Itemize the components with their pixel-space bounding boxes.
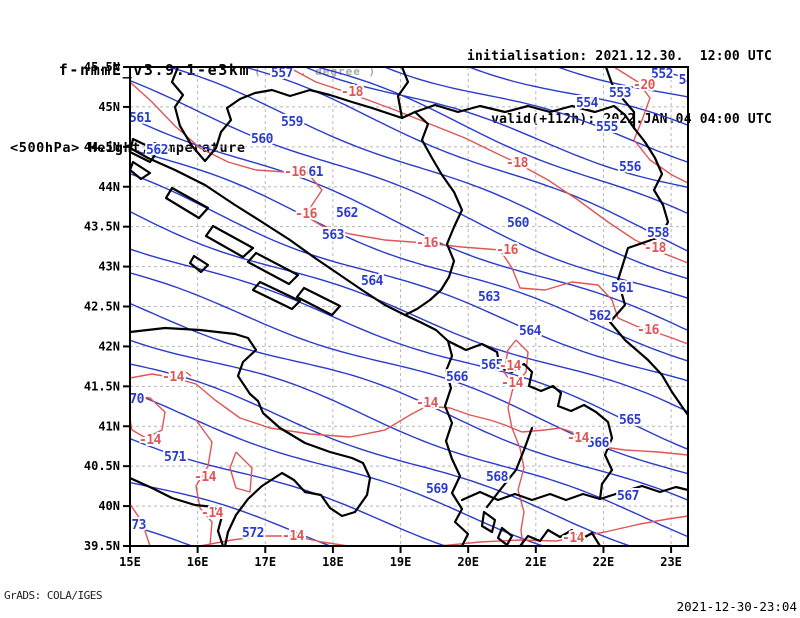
svg-text:44.5N: 44.5N [84,140,120,154]
svg-text:43N: 43N [98,260,120,274]
svg-text:-14: -14 [567,431,590,446]
grads-credit: GrADS: COLA/IGES [4,589,102,602]
svg-text:40.5N: 40.5N [84,459,120,473]
svg-text:-18: -18 [644,241,667,256]
svg-text:569: 569 [426,482,448,497]
svg-text:562: 562 [146,143,168,158]
svg-text:-14: -14 [499,359,522,374]
header-left: f-nmmE_v3.9.1-e3km( . x . degree ) <500h… [1,3,376,194]
svg-text:42.5N: 42.5N [84,300,120,314]
svg-text:44N: 44N [98,180,120,194]
svg-text:45N: 45N [98,100,120,114]
temperature-contour-labels: -20 -18 -18 -16 -16 -16 -18 -16 -16 -14 -14 -14 -14 -… [137,76,669,546]
svg-text:-14: -14 [562,531,585,546]
svg-text:20E: 20E [457,555,479,569]
svg-text:571: 571 [164,450,187,465]
svg-text:573: 573 [124,518,146,533]
svg-text:-14: -14 [416,396,439,411]
temperature-contours [130,67,688,546]
svg-text:555: 555 [596,120,618,135]
svg-text:-14: -14 [194,470,217,485]
svg-text:-16: -16 [295,207,318,222]
svg-text:-14: -14 [162,370,185,385]
svg-text:564: 564 [361,274,384,289]
svg-text:42N: 42N [98,339,120,353]
svg-text:16E: 16E [187,555,209,569]
svg-text:553: 553 [609,86,631,101]
svg-text:45.5N: 45.5N [84,60,120,74]
svg-text:565: 565 [619,413,641,428]
svg-text:562: 562 [336,206,358,221]
svg-text:-14: -14 [201,506,224,521]
svg-text:23E: 23E [660,555,682,569]
valid-time: valid(+112h): 2022.JAN.04 04:00 UTC [491,112,772,127]
svg-text:552: 552 [651,67,673,82]
svg-text:-16: -16 [637,323,660,338]
svg-text:21E: 21E [525,555,547,569]
svg-text:-14: -14 [139,433,162,448]
svg-text:-18: -18 [506,156,529,171]
svg-text:570: 570 [122,392,145,407]
field-title: <500hPa> Height,Temperature [10,140,246,156]
svg-text:556: 556 [619,160,642,175]
svg-text:15E: 15E [119,555,141,569]
svg-text:563: 563 [322,228,344,243]
header-right: initialisation: 2021.12.30. 12:00 UTC va… [467,4,772,172]
svg-text:-16: -16 [284,165,307,180]
svg-text:17E: 17E [254,555,276,569]
svg-text:-18: -18 [341,85,364,100]
svg-text:54: 54 [679,73,694,88]
initialisation-time: initialisation: 2021.12.30. 12:00 UTC [466,49,772,64]
svg-text:554: 554 [576,96,599,111]
svg-text:-20: -20 [633,78,656,93]
svg-text:40N: 40N [98,499,120,513]
creation-timestamp: 2021-12-30-23:04 [676,599,797,614]
svg-text:22E: 22E [593,555,615,569]
svg-text:566: 566 [446,370,469,385]
svg-text:41N: 41N [98,419,120,433]
svg-text:561: 561 [611,281,634,296]
svg-text:41.5N: 41.5N [84,379,120,393]
svg-text:567: 567 [617,489,639,504]
axis-labels: 45.5N 45N 44.5N 44N 43.5N 43N 42.5N 42N 41.5N 41N… [84,60,682,569]
svg-text:562: 562 [589,309,611,324]
svg-text:557: 557 [271,66,293,81]
svg-text:560: 560 [507,216,530,231]
model-title: f-nmmE_v3.9.1-e3km [58,61,251,79]
svg-text:564: 564 [519,324,542,339]
svg-text:561: 561 [301,165,324,180]
svg-text:559: 559 [281,115,303,130]
svg-text:563: 563 [478,290,500,305]
svg-text:18E: 18E [322,555,344,569]
svg-text:39.5N: 39.5N [84,539,120,553]
svg-text:572: 572 [242,526,264,541]
svg-text:561: 561 [129,111,152,126]
svg-text:565: 565 [481,358,503,373]
svg-text:560: 560 [251,132,274,147]
map-frame [123,66,689,553]
svg-text:568: 568 [486,470,509,485]
svg-text:-16: -16 [496,243,519,258]
svg-text:566: 566 [587,436,610,451]
height-contours [130,67,688,546]
svg-text:43.5N: 43.5N [84,220,120,234]
svg-text:558: 558 [647,226,670,241]
svg-text:-14: -14 [501,376,524,391]
svg-text:-16: -16 [416,236,439,251]
svg-text:19E: 19E [390,555,412,569]
svg-text:-14: -14 [282,529,305,544]
